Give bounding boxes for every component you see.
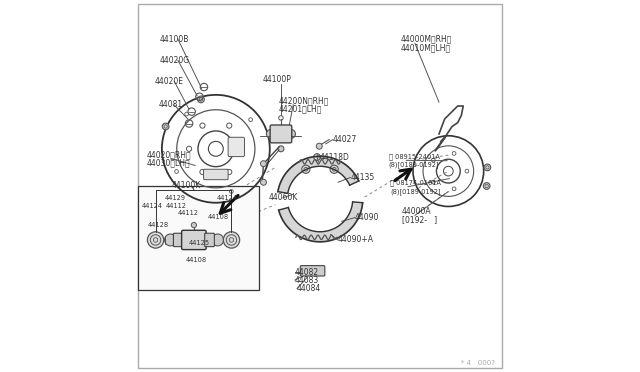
Text: 44118D: 44118D [319,153,349,162]
Circle shape [223,232,239,248]
Circle shape [163,123,169,130]
Text: 44135: 44135 [351,173,375,182]
Circle shape [266,129,275,138]
Text: 44090: 44090 [355,213,380,222]
Circle shape [278,146,284,152]
Text: [0192-   ]: [0192- ] [402,215,437,224]
Text: 44020G: 44020G [160,56,190,65]
Circle shape [212,234,223,246]
Circle shape [287,129,296,138]
Text: 44108: 44108 [186,257,207,263]
FancyBboxPatch shape [205,233,214,247]
Text: 44083: 44083 [294,276,319,285]
Text: 44201〈LH〉: 44201〈LH〉 [279,105,323,113]
Text: 44129: 44129 [164,195,186,201]
Circle shape [316,143,322,149]
FancyBboxPatch shape [270,125,292,143]
Circle shape [301,267,308,274]
Text: 44100K: 44100K [172,181,200,190]
Text: 44000A: 44000A [402,207,431,216]
FancyBboxPatch shape [173,233,183,247]
Polygon shape [278,156,359,193]
Circle shape [198,96,204,103]
Text: 44081: 44081 [158,100,182,109]
Circle shape [164,234,177,246]
Circle shape [302,165,310,173]
Text: (8)[0189-0192]: (8)[0189-0192] [390,188,440,195]
Text: 44108: 44108 [207,214,228,219]
Bar [138,186,259,290]
Text: 44100B: 44100B [160,35,189,44]
Text: 44200N〈RH〉: 44200N〈RH〉 [279,96,330,105]
Text: 44030〈LH〉: 44030〈LH〉 [147,158,191,167]
Text: Ⓜ 08915-2401A: Ⓜ 08915-2401A [389,153,440,160]
Circle shape [483,183,490,189]
Text: 44060K: 44060K [269,193,298,202]
Polygon shape [278,202,363,242]
Text: 44124: 44124 [142,203,163,209]
FancyBboxPatch shape [228,137,244,157]
Text: 44112: 44112 [178,210,199,216]
Circle shape [147,232,164,248]
FancyBboxPatch shape [204,169,228,180]
Text: 44027: 44027 [333,135,357,144]
Circle shape [191,222,196,228]
Text: 44000M〈RH〉: 44000M〈RH〉 [401,35,452,44]
Circle shape [330,165,338,173]
Circle shape [484,164,491,171]
Text: Ⓑ 08174-0161A: Ⓑ 08174-0161A [390,180,441,186]
Circle shape [317,267,324,274]
Text: 44082: 44082 [294,268,319,277]
Text: * 4   000?: * 4 000? [461,360,495,366]
Text: 44128: 44128 [148,222,169,228]
Text: 44124: 44124 [216,195,237,201]
FancyBboxPatch shape [300,266,325,276]
Text: 44020E: 44020E [154,77,184,86]
Text: (8)[0189-0192]: (8)[0189-0192] [389,161,440,168]
Text: 44084: 44084 [297,284,321,293]
Text: 44020〈RH〉: 44020〈RH〉 [147,150,191,159]
Circle shape [260,179,266,185]
Text: 44100P: 44100P [262,76,291,84]
Text: 44112: 44112 [166,203,187,209]
FancyBboxPatch shape [182,230,206,250]
Text: 44125: 44125 [189,240,210,246]
Text: 44010M〈LH〉: 44010M〈LH〉 [401,43,451,52]
Text: 44090+A: 44090+A [338,235,374,244]
Circle shape [260,161,266,167]
